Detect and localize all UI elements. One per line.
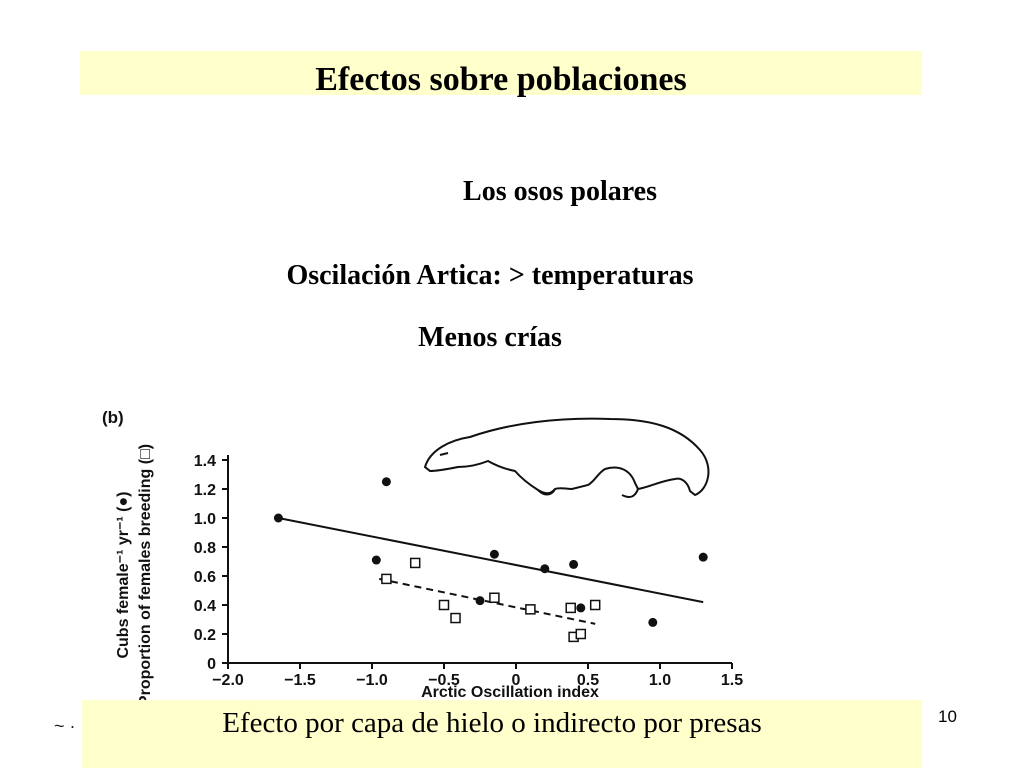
x-tick-label: 1.5 [721, 672, 743, 689]
data-point-breeding [489, 592, 500, 603]
y-tick-label: 0.4 [194, 598, 216, 615]
panel-label: (b) [102, 408, 124, 427]
data-point-cubs [371, 555, 381, 565]
polar-bear-illustration [423, 417, 710, 498]
subtitle-arctic-oscillation: Oscilación Artica: > temperaturas [286, 260, 694, 291]
y-tick-label: 0.2 [194, 627, 216, 644]
subtitle-polar-bears: Los osos polares [463, 176, 657, 207]
subtitle-fewer-cubs: Menos crías [418, 322, 562, 353]
y-tick-label: 1.4 [194, 453, 216, 470]
data-point-cubs [698, 552, 708, 562]
x-tick-label: −2.0 [212, 672, 244, 689]
x-axis-label: Arctic Oscillation index [421, 684, 599, 700]
corner-mark: ~ · [54, 716, 76, 736]
y-tick-label: 0.8 [194, 540, 216, 557]
data-point-cubs [475, 596, 485, 606]
x-tick-label: −1.5 [284, 672, 316, 689]
y-axis-label-cubs: Cubs female⁻¹ yr⁻¹ (●) [115, 491, 132, 658]
data-point-breeding [525, 604, 536, 615]
data-point-cubs [381, 477, 391, 487]
x-tick-label: −1.0 [356, 672, 388, 689]
data-point-breeding [381, 573, 392, 585]
fit-line-cubs [278, 517, 704, 604]
data-point-cubs [576, 603, 586, 613]
data-point-breeding [438, 599, 450, 611]
y-tick-label: 1.2 [194, 482, 216, 499]
y-tick-label: 1.0 [194, 511, 216, 528]
data-point-breeding [575, 628, 587, 640]
title-band [80, 51, 922, 95]
data-point-cubs [569, 559, 579, 569]
data-point-cubs [648, 617, 658, 627]
scatter-chart: (b) Cubs female⁻¹ yr⁻¹ (●) Proportion of… [102, 408, 743, 700]
slide-title: Efectos sobre poblaciones [315, 61, 687, 98]
slide-number: 10 [938, 707, 957, 726]
x-tick-label: 0 [512, 672, 521, 689]
data-point-breeding [450, 612, 461, 624]
footer-caption: Efecto por capa de hielo o indirecto por… [222, 707, 762, 739]
data-point-breeding [409, 557, 421, 569]
data-point-cubs [489, 549, 499, 559]
data-point-cubs [540, 564, 550, 574]
x-tick-label: 0.5 [577, 672, 599, 689]
footer-band [82, 700, 922, 768]
x-tick-label: 1.0 [649, 672, 671, 689]
data-point-breeding [589, 599, 601, 611]
data-point-breeding [565, 602, 576, 614]
fit-line-breeding [378, 577, 596, 625]
y-tick-label: 0 [207, 656, 216, 673]
data-point-cubs [273, 513, 283, 523]
y-axis-label-proportion: Proportion of females breeding (□) [137, 444, 154, 700]
y-tick-label: 0.6 [194, 569, 216, 586]
x-tick-label: −0.5 [428, 672, 460, 689]
